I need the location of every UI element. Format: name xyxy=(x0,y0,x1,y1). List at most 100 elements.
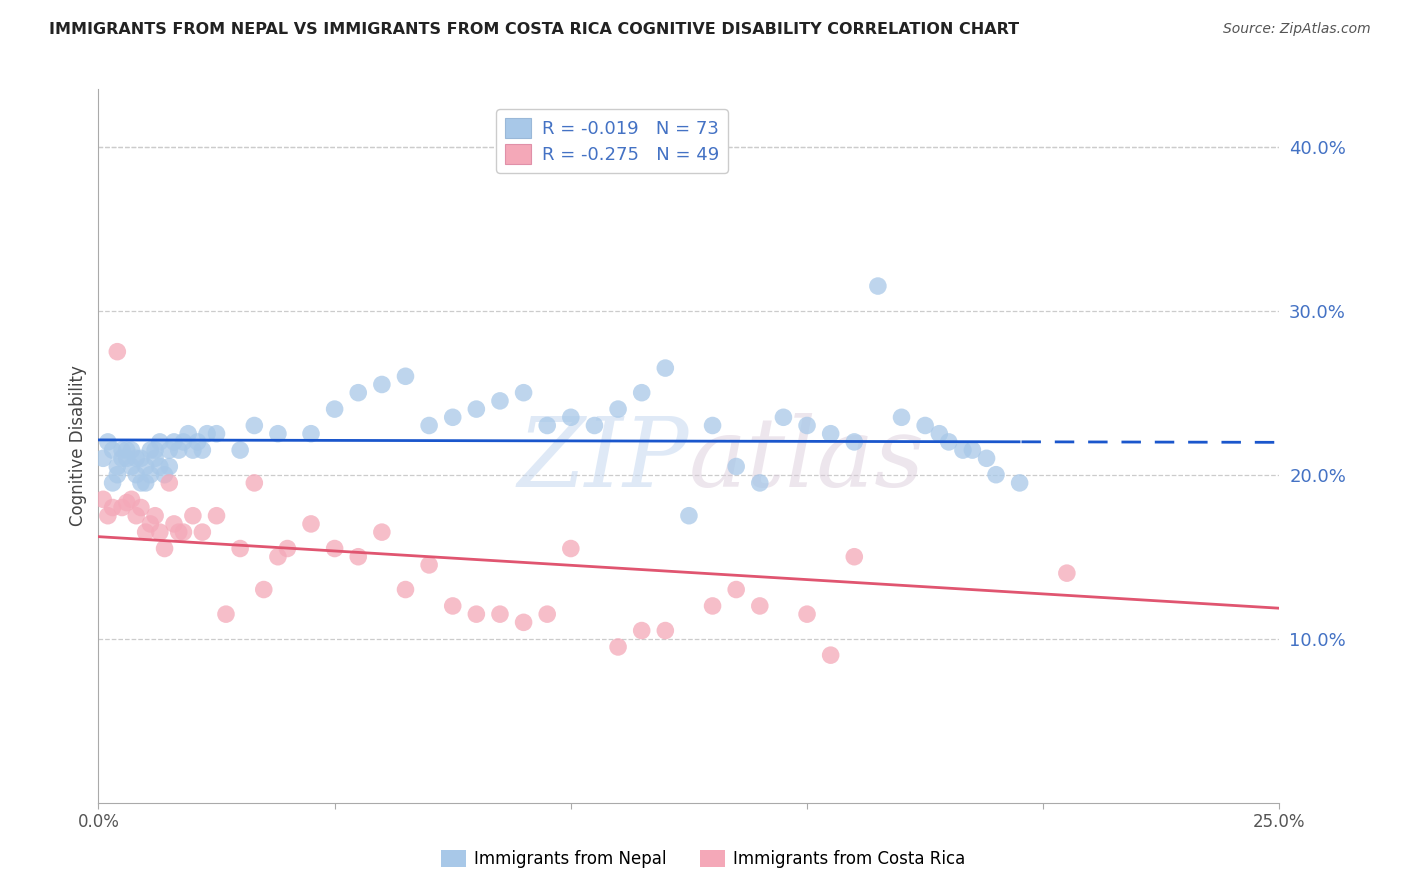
Point xyxy=(984,467,1007,482)
Y-axis label: Cognitive Disability: Cognitive Disability xyxy=(69,366,87,526)
Legend: R = -0.019   N = 73, R = -0.275   N = 49: R = -0.019 N = 73, R = -0.275 N = 49 xyxy=(496,109,728,173)
Point xyxy=(229,541,252,556)
Point xyxy=(654,624,676,638)
Point xyxy=(243,475,266,490)
Text: ZIP: ZIP xyxy=(517,413,689,508)
Point xyxy=(607,402,630,417)
Point xyxy=(195,426,218,441)
Point xyxy=(205,508,228,523)
Point xyxy=(129,451,152,466)
Point xyxy=(276,541,298,556)
Point xyxy=(167,443,190,458)
Point xyxy=(678,508,700,523)
Point xyxy=(121,492,143,507)
Point xyxy=(748,475,770,490)
Point xyxy=(748,599,770,613)
Point xyxy=(163,516,186,531)
Point xyxy=(101,443,124,458)
Point xyxy=(1008,475,1031,490)
Point xyxy=(97,508,120,523)
Point xyxy=(97,434,120,449)
Point xyxy=(299,426,322,441)
Point xyxy=(962,443,984,458)
Point xyxy=(129,500,152,515)
Point xyxy=(914,418,936,433)
Point xyxy=(952,443,974,458)
Point xyxy=(91,451,114,466)
Point xyxy=(323,402,346,417)
Point xyxy=(143,451,166,466)
Point xyxy=(347,549,370,564)
Point xyxy=(299,516,322,531)
Point xyxy=(347,385,370,400)
Point xyxy=(512,385,534,400)
Point xyxy=(191,525,214,540)
Point xyxy=(129,475,152,490)
Point xyxy=(105,467,128,482)
Legend: Immigrants from Nepal, Immigrants from Costa Rica: Immigrants from Nepal, Immigrants from C… xyxy=(434,843,972,875)
Point xyxy=(135,525,157,540)
Point xyxy=(139,443,162,458)
Point xyxy=(371,525,394,540)
Point xyxy=(938,434,960,449)
Point xyxy=(489,393,512,408)
Point xyxy=(560,541,582,556)
Point xyxy=(105,459,128,474)
Point xyxy=(630,624,652,638)
Point xyxy=(215,607,238,622)
Point xyxy=(976,451,998,466)
Point xyxy=(167,525,190,540)
Point xyxy=(101,500,124,515)
Point xyxy=(465,607,488,622)
Point xyxy=(796,607,818,622)
Point xyxy=(890,410,912,425)
Point xyxy=(139,516,162,531)
Point xyxy=(111,451,134,466)
Point xyxy=(394,582,416,597)
Point xyxy=(187,434,209,449)
Point xyxy=(702,599,724,613)
Point xyxy=(91,492,114,507)
Point xyxy=(149,434,172,449)
Point xyxy=(725,582,748,597)
Point xyxy=(725,459,748,474)
Point xyxy=(702,418,724,433)
Text: Source: ZipAtlas.com: Source: ZipAtlas.com xyxy=(1223,22,1371,37)
Point xyxy=(820,426,842,441)
Point xyxy=(125,467,148,482)
Point xyxy=(418,418,440,433)
Point xyxy=(267,549,290,564)
Point xyxy=(654,361,676,376)
Point xyxy=(607,640,630,654)
Point xyxy=(844,434,866,449)
Point xyxy=(121,443,143,458)
Point xyxy=(177,426,200,441)
Point xyxy=(181,443,204,458)
Point xyxy=(489,607,512,622)
Point xyxy=(135,459,157,474)
Point xyxy=(111,500,134,515)
Point xyxy=(105,344,128,359)
Point xyxy=(125,508,148,523)
Point xyxy=(512,615,534,630)
Point xyxy=(125,451,148,466)
Point xyxy=(371,377,394,392)
Point xyxy=(115,443,138,458)
Point xyxy=(418,558,440,572)
Point xyxy=(820,648,842,662)
Point xyxy=(111,443,134,458)
Point xyxy=(1056,566,1078,581)
Point xyxy=(115,495,138,509)
Point xyxy=(630,385,652,400)
Point xyxy=(560,410,582,425)
Point xyxy=(149,525,172,540)
Point xyxy=(441,410,464,425)
Point xyxy=(157,475,180,490)
Point xyxy=(583,418,606,433)
Point xyxy=(394,369,416,384)
Point xyxy=(928,426,950,441)
Point xyxy=(772,410,794,425)
Point xyxy=(205,426,228,441)
Point xyxy=(536,607,558,622)
Point xyxy=(243,418,266,433)
